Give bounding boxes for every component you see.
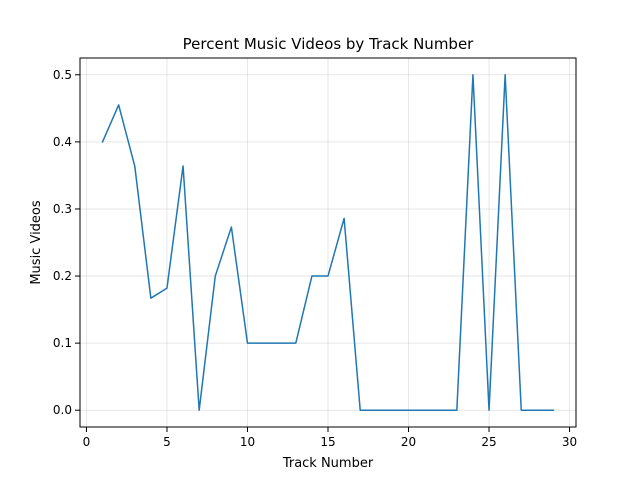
y-tick-label: 0.4 xyxy=(53,135,72,149)
grid xyxy=(80,58,576,427)
series-layer xyxy=(101,74,555,411)
x-axis-label: Track Number xyxy=(282,456,374,471)
y-tick-label: 0.1 xyxy=(53,336,72,350)
y-tick-label: 0.0 xyxy=(53,403,72,417)
ticks: 0 5 10 15 20 25 30 0.0 0.1 0.2 0.3 0.4 0.5 xyxy=(53,68,577,449)
x-tick-label: 25 xyxy=(481,435,496,449)
x-tick-label: 30 xyxy=(562,435,577,449)
x-tick-label: 5 xyxy=(163,435,171,449)
y-axis-label: Music Videos xyxy=(29,200,44,285)
y-tick-label: 0.2 xyxy=(53,269,72,283)
y-tick-label: 0.3 xyxy=(53,202,72,216)
x-tick-label: 15 xyxy=(320,435,335,449)
chart-title: Percent Music Videos by Track Number xyxy=(183,35,475,53)
series-line-0 xyxy=(101,74,555,411)
x-tick-label: 10 xyxy=(240,435,255,449)
x-tick-label: 0 xyxy=(83,435,91,449)
x-tick-label: 20 xyxy=(401,435,416,449)
y-tick-label: 0.5 xyxy=(53,68,72,82)
